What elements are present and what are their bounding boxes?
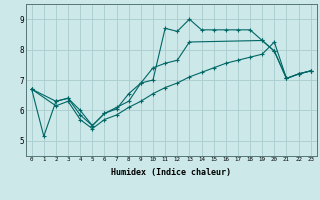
X-axis label: Humidex (Indice chaleur): Humidex (Indice chaleur) — [111, 168, 231, 177]
